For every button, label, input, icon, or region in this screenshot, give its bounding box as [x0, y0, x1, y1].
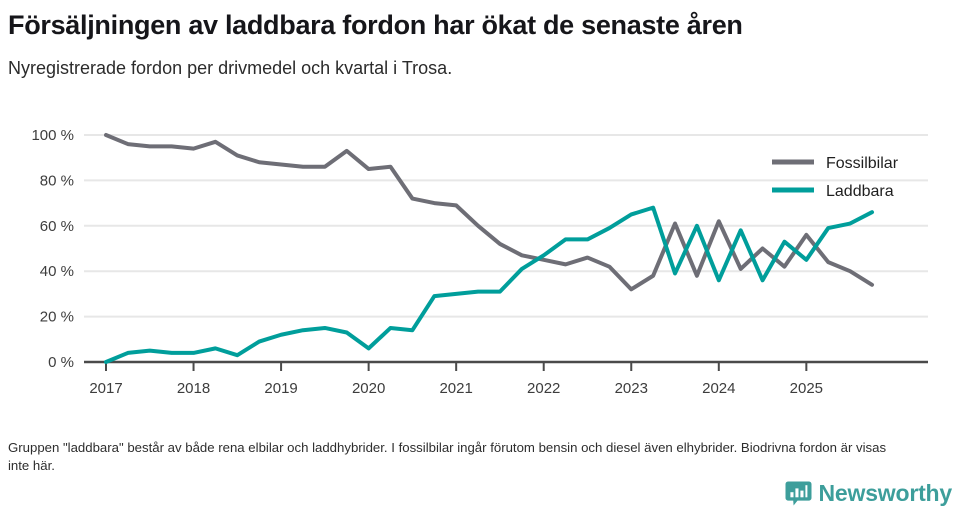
x-axis-tick-label: 2020: [352, 380, 385, 397]
y-axis-tick-label: 80 %: [40, 172, 74, 189]
newsworthy-logo: Newsworthy: [785, 480, 952, 507]
y-axis-tick-label: 20 %: [40, 309, 74, 326]
legend-label: Fossilbilar: [826, 155, 899, 172]
chart-page: Försäljningen av laddbara fordon har öka…: [0, 10, 960, 516]
line-chart: 0 % 20 % 40 % 60 % 80 % 100 % 2017 2018 2019 2020…: [31, 127, 928, 397]
page-subtitle: Nyregistrerade fordon per drivmedel och …: [8, 57, 453, 78]
x-axis-tick-label: 2025: [790, 380, 823, 397]
x-axis-tick-label: 2023: [615, 380, 648, 397]
x-axis-tick-label: 2022: [527, 380, 560, 397]
y-axis-tick-label: 60 %: [40, 218, 74, 235]
page-title: Försäljningen av laddbara fordon har öka…: [8, 10, 743, 40]
series-line-fossilbilar: [104, 133, 874, 292]
x-axis-tick-label: 2024: [702, 380, 735, 397]
x-axis-tick-label: 2017: [89, 380, 122, 397]
chart-footnote: Gruppen "laddbara" består av både rena e…: [8, 440, 887, 473]
x-axis-tick-label: 2018: [177, 380, 210, 397]
chart-container: 0 % 20 % 40 % 60 % 80 % 100 % 2017 2018 2019 2020…: [0, 116, 960, 406]
logo-text: Newsworthy: [818, 480, 953, 506]
legend-label: Laddbara: [826, 183, 894, 200]
y-axis-tick-label: 40 %: [40, 263, 74, 280]
series-line-laddbara: [104, 205, 874, 364]
x-axis-tick-label: 2021: [439, 380, 472, 397]
bar-chart-bubble-icon: [785, 480, 812, 507]
x-axis-tick-label: 2019: [264, 380, 297, 397]
y-axis-tick-label: 0 %: [48, 354, 74, 371]
y-axis-tick-label: 100 %: [31, 127, 74, 144]
